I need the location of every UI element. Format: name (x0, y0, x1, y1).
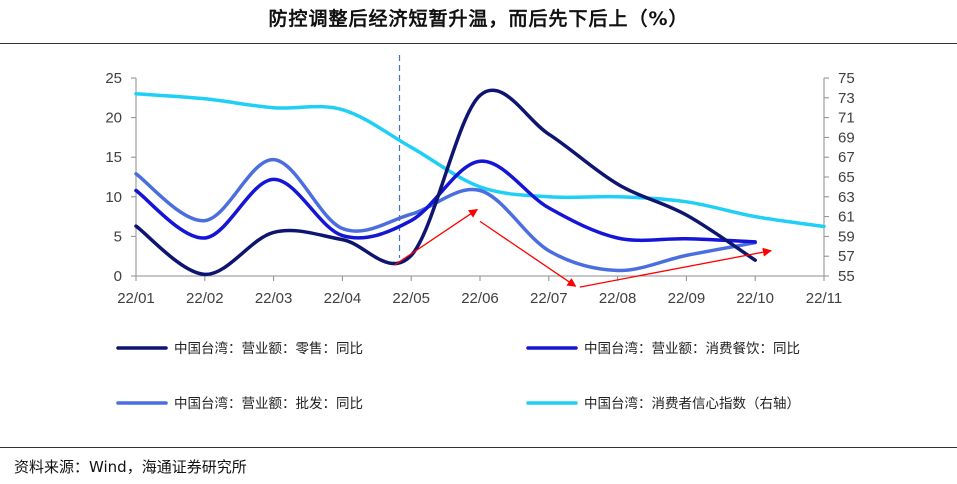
left-axis-tick-label: 25 (105, 70, 122, 87)
legend-label: 中国台湾：营业额：零售：同比 (174, 340, 363, 357)
x-axis-tick-label: 22/08 (599, 290, 637, 307)
x-axis-tick-label: 22/10 (736, 290, 774, 307)
x-axis-tick-label: 22/04 (324, 290, 362, 307)
legend-label: 中国台湾：营业额：批发：同比 (174, 395, 363, 412)
x-axis-tick-label: 22/06 (461, 290, 499, 307)
x-axis-tick-label: 22/03 (255, 290, 293, 307)
right-axis-tick-label: 55 (838, 268, 855, 285)
catering-yoy-line (134, 159, 757, 244)
top-rule (0, 43, 957, 44)
right-axis-tick-label: 75 (838, 70, 855, 87)
right-axis-tick-label: 63 (838, 189, 855, 206)
left-axis-tick-label: 0 (114, 268, 122, 285)
trend-arrow-2 (479, 220, 577, 287)
right-axis-tick-label: 73 (838, 90, 855, 107)
right-axis-tick-label: 65 (838, 169, 855, 186)
series-layer (134, 88, 826, 277)
right-axis-tick-label: 57 (838, 248, 855, 265)
x-axis-tick-label: 22/05 (392, 290, 430, 307)
source-note: 资料来源：Wind，海通证券研究所 (14, 458, 247, 476)
chart-title: 防控调整后经济短暂升温，而后先下后上（%） (268, 8, 689, 30)
legend-label: 中国台湾：营业额：消费餐饮：同比 (584, 340, 800, 357)
right-axis-tick-label: 71 (838, 110, 855, 127)
right-axis-tick-label: 69 (838, 129, 855, 146)
x-axis-tick-label: 22/09 (668, 290, 706, 307)
consumer-confidence-line (134, 92, 826, 229)
left-axis-tick-label: 5 (114, 228, 122, 245)
retail-yoy-line (134, 88, 757, 277)
left-axis-tick-label: 20 (105, 110, 122, 127)
right-axis-tick-label: 61 (838, 209, 855, 226)
legend-label: 中国台湾：消费者信心指数（右轴） (584, 395, 800, 412)
left-axis-tick-label: 10 (105, 189, 122, 206)
x-axis-tick-label: 22/07 (530, 290, 568, 307)
left-axis-tick-label: 15 (105, 149, 122, 166)
trend-arrow-1 (394, 208, 478, 266)
right-axis-tick-label: 59 (838, 228, 855, 245)
x-axis-tick-label: 22/01 (117, 290, 155, 307)
trend-arrow-3 (579, 247, 772, 288)
x-axis-tick-label: 22/02 (186, 290, 224, 307)
right-axis-tick-label: 67 (838, 149, 855, 166)
bottom-rule (0, 447, 957, 448)
legend: 中国台湾：营业额：零售：同比 中国台湾：营业额：消费餐饮：同比中国台湾：营业额：批… (116, 340, 800, 412)
x-axis-tick-label: 22/11 (806, 290, 842, 307)
axes-layer: 0 5 10 15 20 25 55 57 59 61 63 65 67 69 71 73 75 22/01 22/… (105, 55, 855, 307)
annotation-layer (394, 208, 772, 288)
